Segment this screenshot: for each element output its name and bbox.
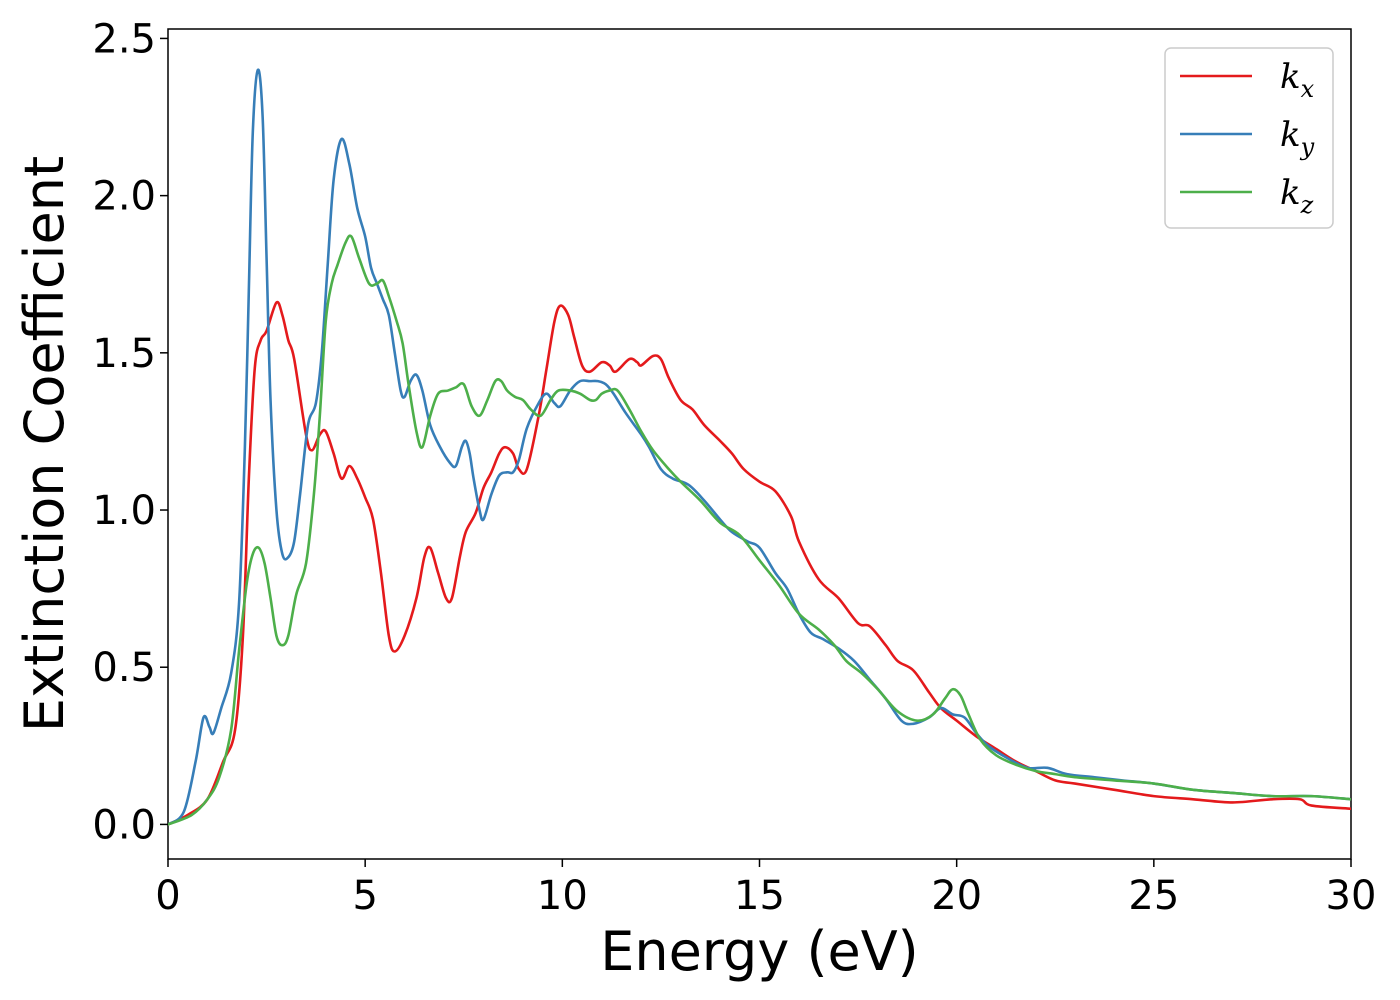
y-tick-label: 1.5 (92, 331, 156, 377)
y-tick-label: 0.5 (92, 645, 156, 691)
legend-label-ky: ky (1280, 115, 1315, 161)
x-tick-label: 15 (734, 873, 785, 919)
x-tick-label: 5 (352, 873, 377, 919)
y-axis-label: Extinction Coefficient (13, 156, 76, 732)
x-tick-label: 10 (537, 873, 588, 919)
legend-label-kz: kz (1280, 173, 1314, 219)
legend-label-kx: kx (1280, 57, 1315, 103)
x-tick-label: 20 (931, 873, 982, 919)
y-tick-label: 2.0 (92, 174, 156, 220)
series-layer (168, 68, 1351, 826)
series-line-kz (168, 234, 1351, 826)
series-line-kx (168, 300, 1351, 826)
x-tick-label: 25 (1128, 873, 1179, 919)
y-tick-label: 0.0 (92, 802, 156, 848)
y-tick-label: 1.0 (92, 488, 156, 534)
x-axis-ticks: 0 5 10 15 20 25 30 (155, 859, 1376, 919)
legend-items: kx ky kz (1180, 57, 1315, 219)
legend: kx ky kz (1164, 47, 1334, 229)
y-tick-label: 2.5 (92, 16, 156, 62)
x-axis-label: Energy (eV) (600, 920, 919, 983)
y-axis-ticks: 0.0 0.5 1.0 1.5 2.0 2.5 (92, 16, 168, 848)
x-tick-label: 30 (1326, 873, 1377, 919)
x-tick-label: 0 (155, 873, 180, 919)
series-line-ky (168, 68, 1351, 826)
legend-box (1164, 47, 1334, 229)
